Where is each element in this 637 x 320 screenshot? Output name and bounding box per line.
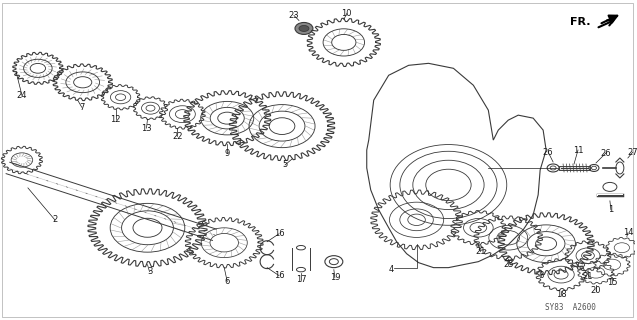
Ellipse shape	[299, 26, 309, 31]
Text: 21: 21	[583, 272, 593, 281]
Text: 17: 17	[296, 275, 306, 284]
Text: 18: 18	[555, 290, 566, 299]
Text: 27: 27	[627, 148, 637, 156]
Text: 13: 13	[141, 124, 152, 132]
Text: 19: 19	[329, 273, 340, 282]
Text: 14: 14	[622, 228, 633, 237]
Text: 1: 1	[608, 205, 613, 214]
Text: 16: 16	[274, 271, 284, 280]
Text: 16: 16	[274, 229, 284, 238]
Ellipse shape	[295, 22, 313, 35]
Text: 26: 26	[543, 148, 554, 156]
Text: 3: 3	[147, 267, 152, 276]
Text: 6: 6	[224, 277, 230, 286]
Text: 12: 12	[110, 115, 121, 124]
Text: 9: 9	[225, 148, 230, 157]
Text: 25: 25	[503, 260, 513, 269]
Text: 2: 2	[52, 215, 57, 224]
Text: 26: 26	[601, 148, 612, 157]
Text: 10: 10	[341, 9, 352, 18]
Text: 15: 15	[606, 278, 617, 287]
Text: 20: 20	[590, 286, 601, 295]
Text: 21: 21	[475, 247, 485, 256]
Text: 23: 23	[289, 11, 299, 20]
Text: 24: 24	[17, 91, 27, 100]
Text: 22: 22	[172, 132, 183, 140]
Text: 7: 7	[79, 103, 85, 112]
Text: FR.: FR.	[571, 18, 591, 28]
Text: SY83  A2600: SY83 A2600	[545, 303, 596, 312]
Text: 11: 11	[573, 146, 583, 155]
Text: 8: 8	[538, 271, 544, 280]
Text: 4: 4	[389, 265, 394, 274]
Text: 5: 5	[282, 161, 288, 170]
